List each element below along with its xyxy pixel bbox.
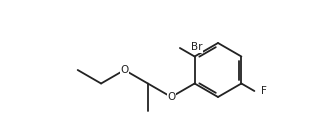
Text: F: F	[261, 86, 267, 96]
Text: Br: Br	[191, 43, 203, 53]
Text: O: O	[167, 92, 175, 102]
Text: O: O	[120, 65, 128, 75]
